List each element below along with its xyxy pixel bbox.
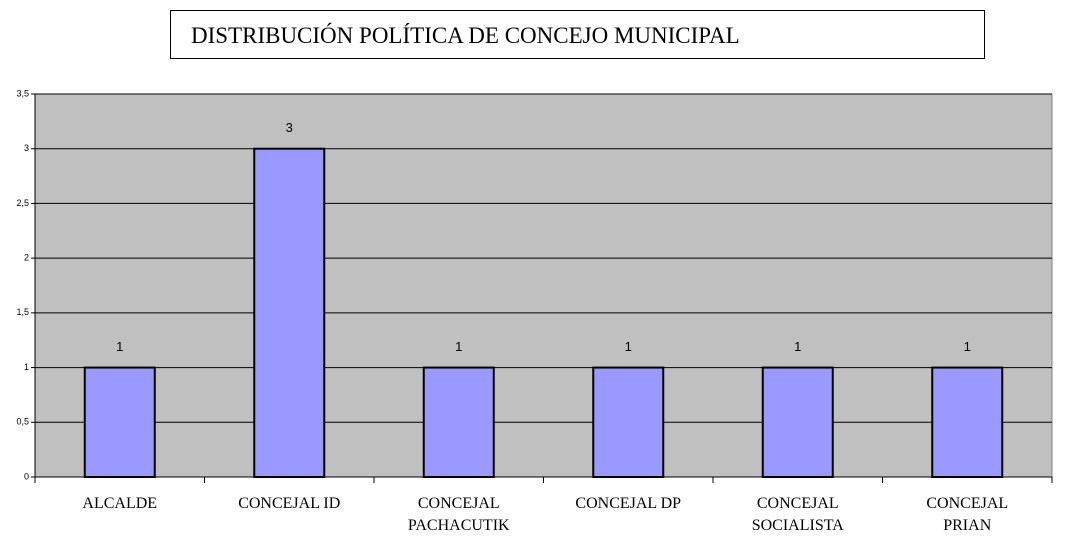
bar <box>592 366 665 479</box>
x-tick-label: CONCEJAL ID <box>238 495 341 512</box>
data-label: 1 <box>455 339 462 354</box>
bar <box>83 366 156 479</box>
data-label: 1 <box>964 339 971 354</box>
y-tick-label: 1,5 <box>16 307 29 317</box>
x-tick-label: ALCALDE <box>82 495 158 512</box>
x-tick-label: CONCEJAL PRIAN <box>926 495 1009 534</box>
y-tick-label: 0 <box>24 471 29 481</box>
data-label: 3 <box>286 120 293 135</box>
bar <box>253 147 326 478</box>
chart-title: DISTRIBUCIÓN POLÍTICA DE CONCEJO MUNICIP… <box>170 10 985 59</box>
data-label: 1 <box>116 339 123 354</box>
bar <box>761 366 834 479</box>
y-tick-label: 0,5 <box>16 417 29 427</box>
x-tick-label: CONCEJAL PACHACUTIK <box>407 495 510 534</box>
y-tick-label: 2 <box>24 253 29 263</box>
data-label: 1 <box>625 339 632 354</box>
y-tick-label: 1 <box>24 362 29 372</box>
plot-background <box>34 93 1053 478</box>
x-tick-label: CONCEJAL DP <box>575 495 682 512</box>
y-tick-label: 2,5 <box>16 198 29 208</box>
x-tick-label: CONCEJAL SOCIALISTA <box>751 495 844 534</box>
bar <box>931 366 1004 479</box>
data-label: 1 <box>794 339 801 354</box>
y-tick-label: 3 <box>24 143 29 153</box>
y-tick-label: 3,5 <box>16 88 29 98</box>
bar <box>422 366 495 479</box>
